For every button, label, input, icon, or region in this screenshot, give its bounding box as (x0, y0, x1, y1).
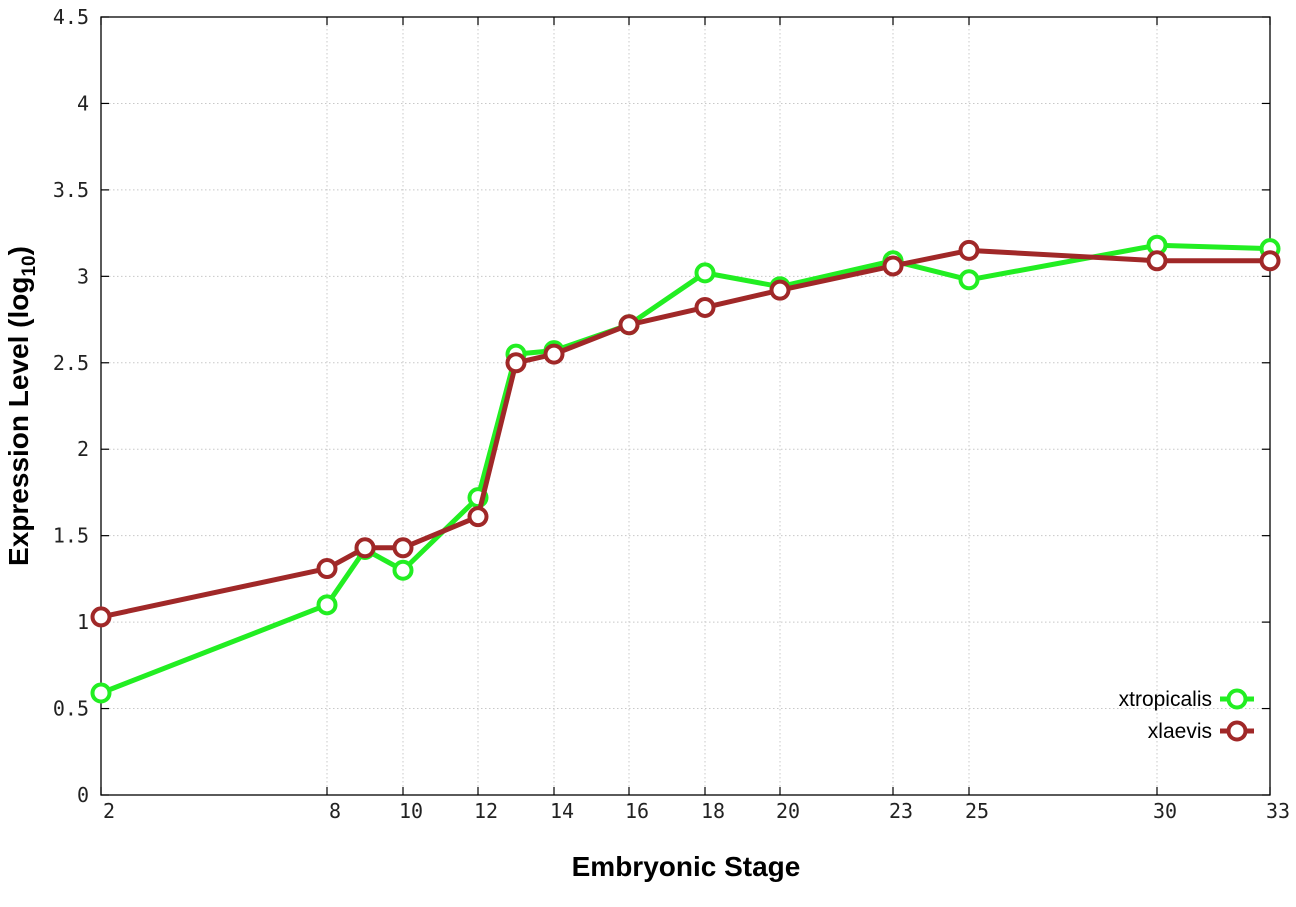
legend-label: xlaevis (1148, 720, 1212, 743)
axis-ticks: 0 0.5 1 1.5 2 2.5 3 3.5 4 4.5 2 8 10 12 14 16 18 20 23 25 30… (53, 5, 1290, 823)
y-tick-label: 2 (77, 437, 89, 461)
data-point (316, 558, 338, 580)
data-point (90, 682, 112, 704)
data-point (316, 594, 338, 616)
series-xlaevis (90, 239, 1281, 628)
x-tick-label: 23 (889, 799, 913, 823)
data-point (354, 537, 376, 559)
data-point (1259, 250, 1281, 272)
x-tick-label: 12 (474, 799, 498, 823)
x-tick-label: 20 (776, 799, 800, 823)
data-point (90, 606, 112, 628)
y-tick-label: 0 (77, 783, 89, 807)
x-axis-title: Embryonic Stage (572, 851, 801, 882)
series-line (100, 247, 1270, 620)
grid-lines (101, 17, 1270, 795)
y-tick-label: 3.5 (53, 178, 89, 202)
x-tick-label: 33 (1266, 799, 1290, 823)
data-point (1146, 250, 1168, 272)
data-point (694, 296, 716, 318)
series-layer (90, 234, 1281, 704)
x-tick-label: 2 (103, 799, 115, 823)
data-point (505, 352, 527, 374)
y-tick-label: 0.5 (53, 697, 89, 721)
y-axis-title-subscript: 10 (19, 255, 40, 276)
y-tick-label: 2.5 (53, 351, 89, 375)
data-point (543, 343, 565, 365)
data-point (392, 537, 414, 559)
x-tick-label: 8 (329, 799, 341, 823)
data-point (467, 506, 489, 528)
x-tick-label: 10 (399, 799, 423, 823)
data-point (392, 559, 414, 581)
y-axis-title-main: Expression Level (log (3, 277, 34, 566)
y-tick-label: 3 (77, 264, 89, 288)
legend: xtropicalis xlaevis (1119, 688, 1254, 743)
y-axis-title-close: ) (3, 246, 34, 255)
legend-swatch-marker (1226, 720, 1248, 742)
data-point (618, 314, 640, 336)
x-tick-label: 18 (701, 799, 725, 823)
legend-label: xtropicalis (1119, 688, 1212, 711)
legend-item-xtropicalis: xtropicalis (1119, 688, 1254, 711)
legend-item-xlaevis: xlaevis (1148, 720, 1254, 743)
series-xtropicalis (90, 234, 1281, 704)
x-tick-label: 16 (625, 799, 649, 823)
plot-frame (100, 16, 1271, 796)
data-point (769, 279, 791, 301)
y-axis-title: Expression Level (log10) (3, 246, 40, 566)
x-tick-label: 30 (1153, 799, 1177, 823)
data-point (958, 269, 980, 291)
data-point (694, 262, 716, 284)
y-tick-label: 1.5 (53, 524, 89, 548)
data-point (958, 239, 980, 261)
y-tick-label: 1 (77, 610, 89, 634)
legend-swatch-marker (1226, 688, 1248, 710)
x-tick-label: 14 (550, 799, 574, 823)
y-tick-label: 4 (77, 91, 89, 115)
data-point (882, 255, 904, 277)
x-tick-label: 25 (965, 799, 989, 823)
y-tick-label: 4.5 (53, 5, 89, 29)
